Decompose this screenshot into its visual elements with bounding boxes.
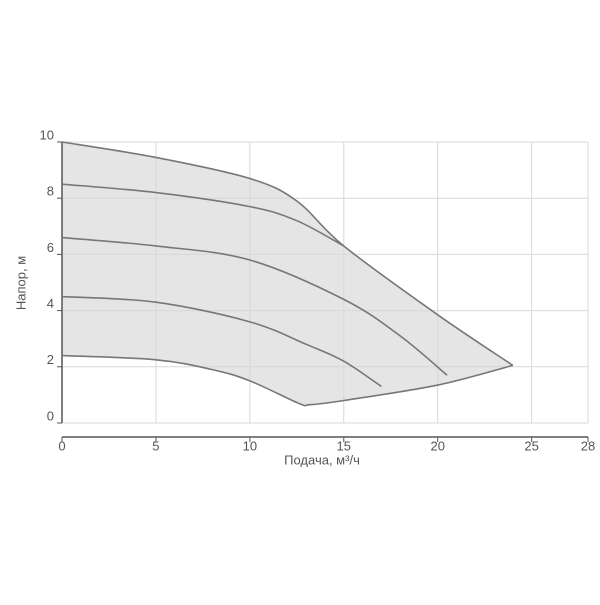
pump-curve <box>61 183 345 247</box>
x-tick-label: 15 <box>337 438 351 453</box>
pump-curve <box>61 354 514 407</box>
x-tick-label: 0 <box>58 438 65 453</box>
y-tick-label: 6 <box>47 240 54 255</box>
y-axis-label: Напор, м <box>13 256 28 310</box>
x-tick-label: 5 <box>152 438 159 453</box>
x-tick-label: 25 <box>524 438 538 453</box>
x-tick-label: 10 <box>243 438 257 453</box>
x-axis-label: Подача, м³/ч <box>284 452 360 467</box>
pump-curve <box>61 141 514 367</box>
y-tick-label: 0 <box>47 408 54 423</box>
x-tick-label: 28 <box>581 438 595 453</box>
y-tick-label: 8 <box>47 184 54 199</box>
pump-curve <box>61 295 382 388</box>
y-tick-label: 10 <box>40 127 54 142</box>
pump-curve <box>61 236 448 376</box>
y-tick-label: 4 <box>47 296 54 311</box>
y-tick-label: 2 <box>47 352 54 367</box>
x-tick-label: 20 <box>430 438 444 453</box>
